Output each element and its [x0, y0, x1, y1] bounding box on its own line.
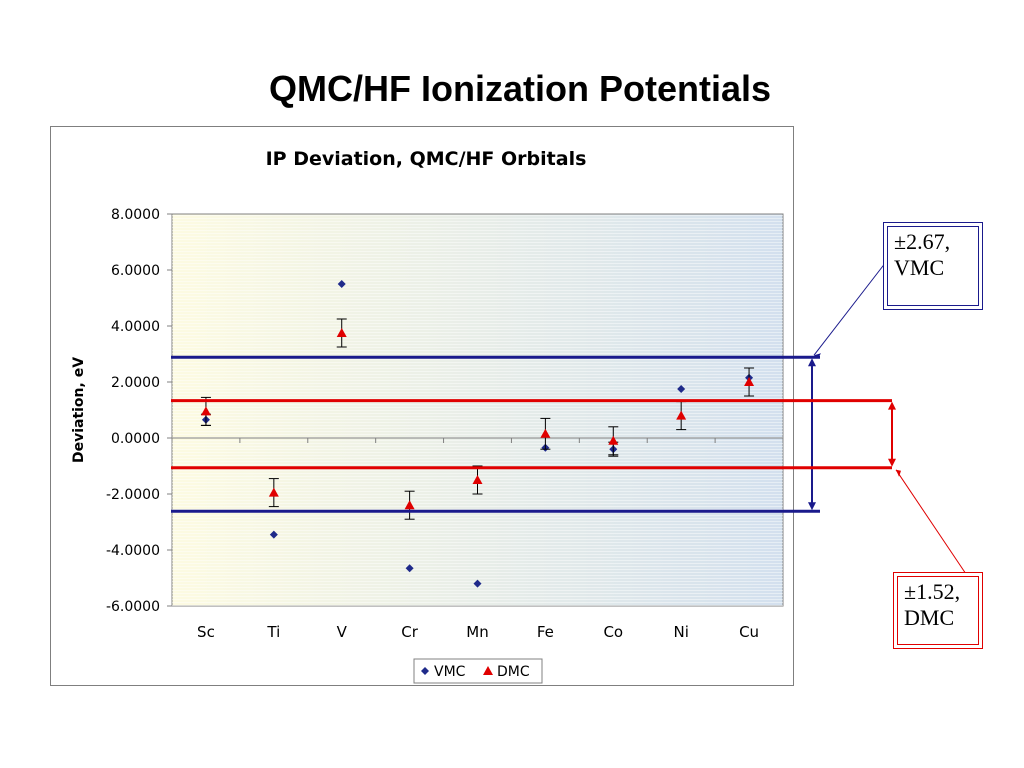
x-axis: Sc Ti V Cr Mn Fe Co Ni Cu: [171, 437, 784, 641]
legend: VMC DMC: [413, 658, 543, 684]
chart-title: IP Deviation, QMC/HF Orbitals: [266, 148, 587, 170]
dmc-callout-label: DMC: [904, 605, 955, 630]
x-tick-label: Ti: [266, 623, 280, 641]
dmc-callout-box: ±1.52, DMC: [893, 572, 983, 649]
chart-frame: IP Deviation, QMC/HF Orbitals Deviation,…: [50, 126, 794, 686]
chart-svg: IP Deviation, QMC/HF Orbitals Deviation,…: [71, 148, 784, 684]
dmc-point: [200, 406, 211, 416]
y-tick-label: -6.0000: [106, 599, 160, 615]
dmc-point: [608, 435, 619, 445]
y-tick-label: 6.0000: [111, 263, 160, 279]
x-tick-label: Cr: [401, 623, 418, 641]
x-tick-label: Cu: [739, 623, 759, 641]
y-tick-label: 0.0000: [111, 431, 160, 447]
dmc-callout-value: ±1.52,: [904, 579, 961, 604]
y-tick-label: -2.0000: [106, 487, 160, 503]
dmc-range-arrowhead: [888, 458, 896, 467]
dmc-point: [676, 410, 687, 420]
y-tick-label: 8.0000: [111, 207, 160, 223]
legend-box: [413, 658, 543, 684]
legend-vmc-marker: [421, 667, 429, 675]
vmc-leader-arrowhead: [814, 353, 821, 359]
legend-dmc-label: DMC: [497, 664, 530, 680]
x-tick-label: Sc: [197, 623, 215, 641]
slide-title: QMC/HF Ionization Potentials: [269, 68, 771, 109]
dmc-point: [744, 377, 755, 386]
data-marks: [200, 280, 755, 588]
vmc-callout-value: ±2.67,: [894, 229, 951, 254]
dmc-point: [404, 500, 415, 510]
vmc-point: [473, 579, 482, 588]
vmc-range-arrowhead: [808, 502, 816, 511]
x-tick-label: Ni: [673, 623, 688, 641]
y-axis-label: Deviation, eV: [71, 357, 87, 463]
dmc-point: [472, 475, 483, 484]
vmc-point: [677, 385, 686, 393]
vmc-range-arrowhead: [808, 358, 816, 367]
vmc-point: [337, 280, 346, 288]
vmc-callout-box: ±2.67, VMC: [883, 222, 983, 310]
dmc-range-arrowhead: [888, 401, 896, 410]
legend-dmc-marker: [483, 666, 493, 675]
dmc-point: [540, 428, 551, 438]
vmc-point: [269, 530, 278, 539]
y-tick-label: 2.0000: [111, 375, 160, 391]
dmc-point: [336, 328, 347, 337]
x-tick-label: Mn: [466, 623, 488, 641]
y-axis: 8.0000 6.0000 4.0000 2.0000 0.0000 -2.0000 -4.…: [106, 207, 172, 615]
vmc-callout-label: VMC: [894, 255, 945, 280]
legend-vmc-label: VMC: [434, 664, 466, 680]
dmc-point: [268, 487, 279, 497]
vmc-leader-line: [813, 261, 887, 356]
y-tick-label: -4.0000: [106, 543, 160, 559]
dmc-leader-arrowhead: [896, 469, 901, 477]
y-tick-label: 4.0000: [111, 319, 160, 335]
dmc-leader-line: [895, 469, 967, 575]
plot-area-texture: [172, 214, 783, 606]
x-tick-label: Fe: [537, 623, 554, 641]
x-tick-label: Co: [603, 623, 623, 641]
x-tick-label: V: [337, 623, 348, 641]
vmc-point: [405, 564, 414, 573]
